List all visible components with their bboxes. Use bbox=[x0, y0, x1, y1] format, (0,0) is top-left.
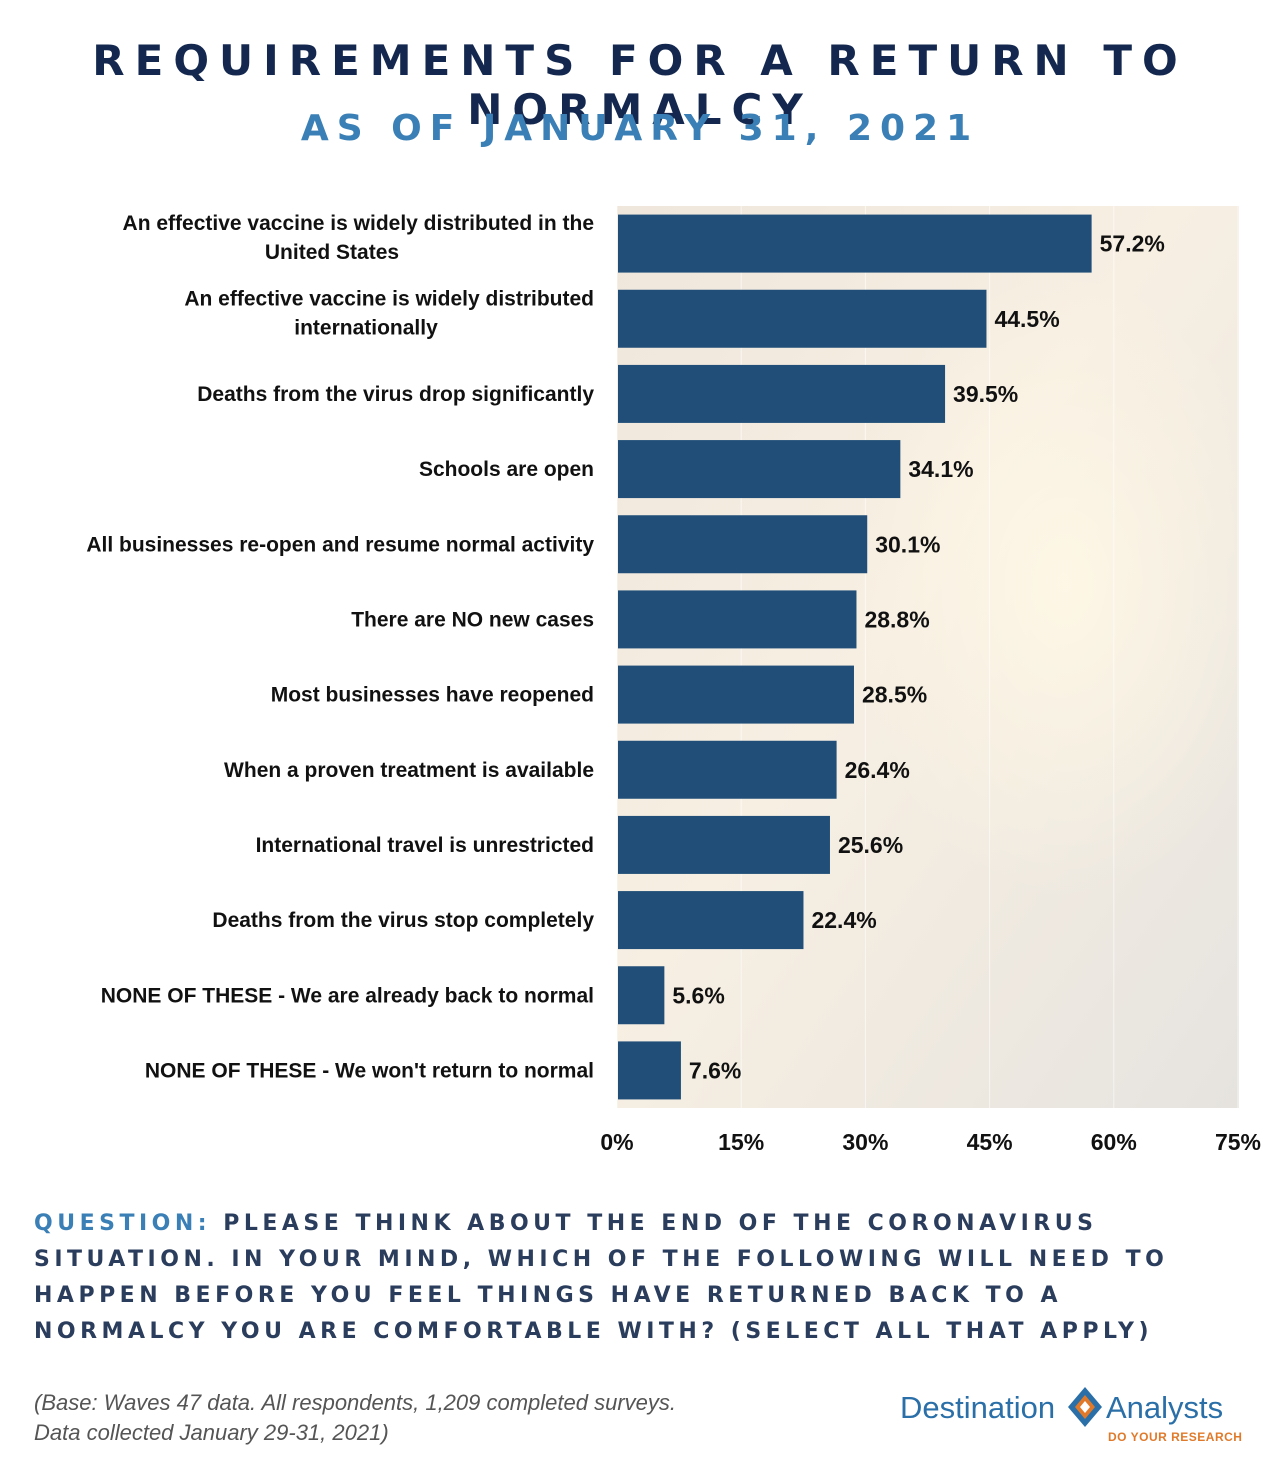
category-label: NONE OF THESE - We won't return to norma… bbox=[145, 1059, 594, 1082]
data-label: 28.5% bbox=[862, 682, 927, 708]
x-tick-label: 30% bbox=[842, 1129, 888, 1155]
category-label: When a proven treatment is available bbox=[224, 759, 594, 782]
data-label: 34.1% bbox=[908, 456, 973, 482]
bar-chart: 57.2% An effective vaccine is widely dist… bbox=[86, 206, 1261, 1155]
category-label: Schools are open bbox=[419, 458, 594, 481]
x-tick-label: 45% bbox=[967, 1129, 1013, 1155]
data-label: 39.5% bbox=[953, 381, 1018, 407]
chart-title: REQUIREMENTS FOR A RETURN TO NORMALCY bbox=[92, 36, 1188, 134]
category-label: Deaths from the virus drop significantly bbox=[197, 383, 594, 406]
data-label: 44.5% bbox=[994, 306, 1059, 332]
data-label: 5.6% bbox=[672, 982, 724, 1008]
bar bbox=[618, 214, 1092, 273]
category-label: internationally bbox=[294, 316, 438, 339]
base-note: (Base: Waves 47 data. All respondents, 1… bbox=[34, 1388, 676, 1448]
category-label: All businesses re-open and resume normal… bbox=[86, 533, 594, 556]
plot-glow bbox=[617, 206, 1239, 1108]
category-label: Most businesses have reopened bbox=[271, 684, 594, 707]
category-label: Deaths from the virus stop completely bbox=[212, 909, 594, 932]
bar bbox=[618, 891, 804, 950]
bar bbox=[618, 590, 857, 649]
diamond-logo-icon bbox=[1068, 1387, 1102, 1427]
logo-text-left: Destination bbox=[900, 1390, 1056, 1425]
x-tick-label: 60% bbox=[1091, 1129, 1137, 1155]
category-label: International travel is unrestricted bbox=[256, 834, 594, 857]
base-note-line-1: (Base: Waves 47 data. All respondents, 1… bbox=[34, 1390, 677, 1415]
x-tick-label: 15% bbox=[718, 1129, 764, 1155]
data-label: 26.4% bbox=[845, 757, 910, 783]
data-label: 25.6% bbox=[838, 832, 903, 858]
category-label: There are NO new cases bbox=[351, 608, 594, 631]
bar bbox=[618, 966, 665, 1025]
data-label: 30.1% bbox=[875, 531, 940, 557]
bar bbox=[618, 515, 868, 574]
category-label: United States bbox=[265, 241, 399, 264]
category-label: An effective vaccine is widely distribut… bbox=[123, 212, 594, 235]
x-tick-label: 0% bbox=[600, 1129, 633, 1155]
base-note-line-2: Data collected January 29-31, 2021) bbox=[34, 1420, 389, 1445]
bar bbox=[618, 364, 946, 423]
data-label: 7.6% bbox=[689, 1057, 741, 1083]
logo-text-right: Analysts bbox=[1106, 1390, 1224, 1425]
data-label: 22.4% bbox=[811, 907, 876, 933]
bar bbox=[618, 1041, 681, 1100]
category-label: An effective vaccine is widely distribut… bbox=[184, 287, 594, 310]
data-label: 57.2% bbox=[1100, 231, 1165, 257]
question-text: PLEASE THINK ABOUT THE END OF THE CORONA… bbox=[34, 1211, 1169, 1344]
bar bbox=[618, 815, 830, 874]
destination-analysts-logo: Destination Analysts DO YOUR RESEARCH bbox=[900, 1382, 1250, 1452]
data-label: 28.8% bbox=[864, 606, 929, 632]
bar bbox=[618, 665, 854, 724]
bar bbox=[618, 440, 901, 499]
x-tick-label: 75% bbox=[1215, 1129, 1261, 1155]
bar bbox=[618, 289, 987, 348]
logo-tagline: DO YOUR RESEARCH bbox=[1108, 1430, 1243, 1444]
category-label: NONE OF THESE - We are already back to n… bbox=[101, 984, 594, 1007]
survey-question: QUESTION: PLEASE THINK ABOUT THE END OF … bbox=[34, 1206, 1244, 1350]
chart-subtitle: AS OF JANUARY 31, 2021 bbox=[300, 108, 980, 149]
question-prefix: QUESTION: bbox=[34, 1211, 212, 1236]
bar bbox=[618, 740, 837, 799]
